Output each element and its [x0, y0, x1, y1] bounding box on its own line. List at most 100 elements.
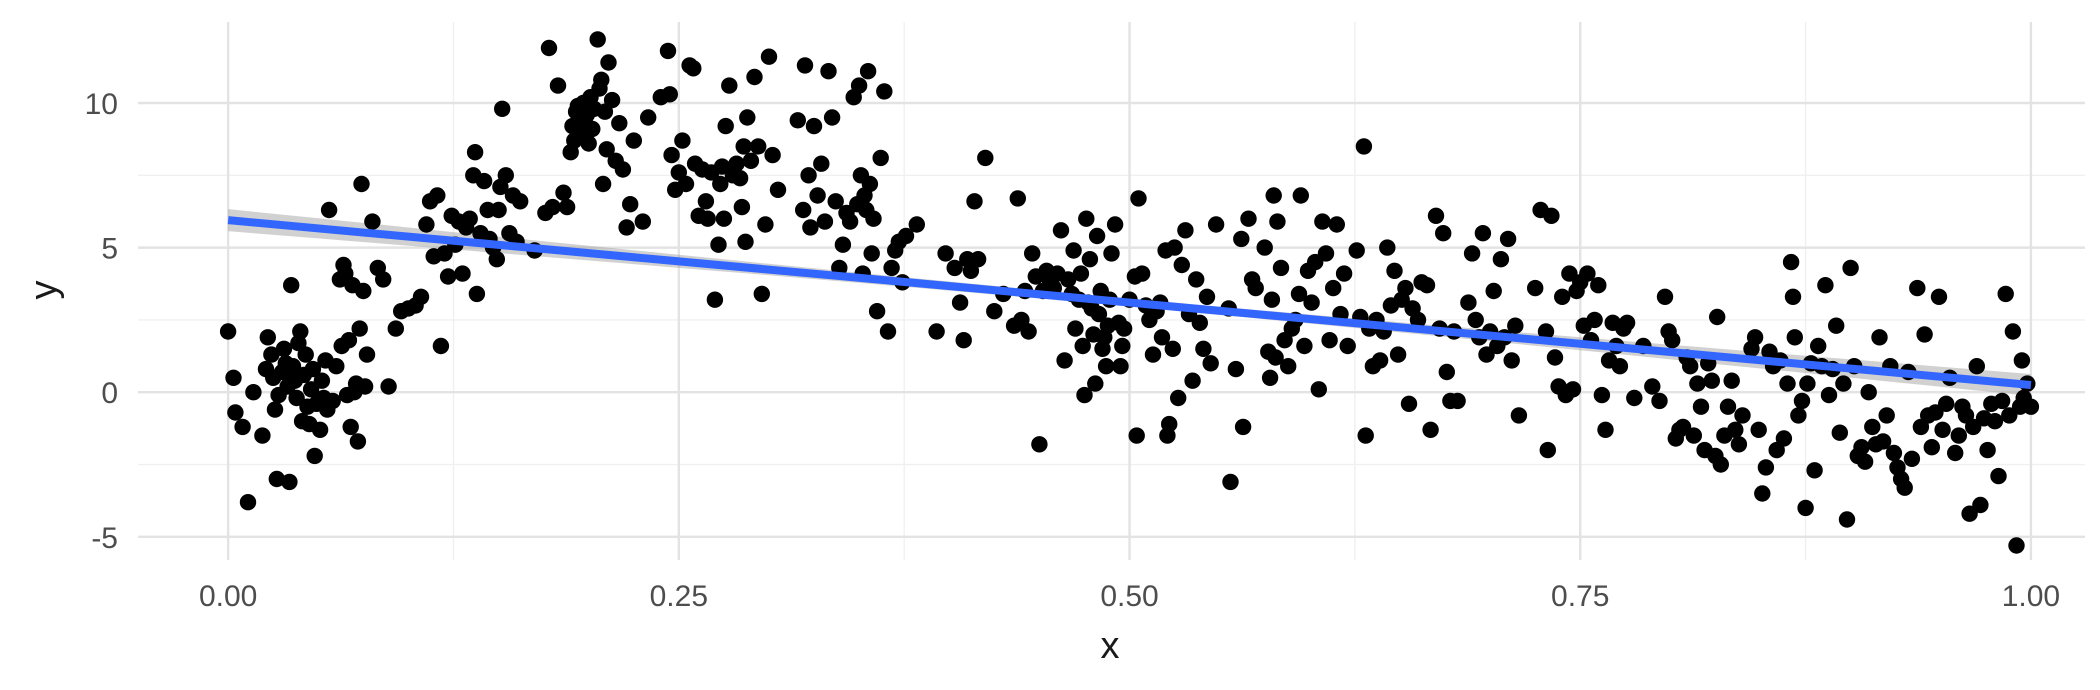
data-point	[1314, 213, 1331, 230]
data-point	[234, 418, 251, 436]
data-point	[1782, 253, 1800, 271]
data-point	[1290, 285, 1308, 303]
data-point	[1463, 245, 1481, 262]
data-point	[254, 427, 271, 444]
data-point	[324, 392, 341, 410]
data-point	[328, 358, 345, 375]
data-point	[351, 320, 368, 337]
data-point	[1310, 381, 1328, 398]
data-point	[834, 236, 852, 253]
data-point	[1685, 427, 1703, 444]
data-point	[872, 149, 889, 167]
data-point	[1986, 413, 2004, 430]
data-point	[1400, 395, 1418, 412]
data-point	[1321, 332, 1338, 349]
data-point	[1177, 222, 1194, 239]
data-point	[1790, 407, 1807, 424]
data-point	[739, 109, 756, 126]
data-point	[1539, 441, 1557, 459]
data-point	[1730, 436, 1748, 453]
data-point	[1261, 369, 1279, 386]
data-point	[1916, 326, 1933, 343]
data-point	[1097, 358, 1115, 375]
data-point	[1128, 427, 1145, 444]
data-point	[466, 144, 484, 161]
data-point	[721, 77, 738, 94]
data-point	[1409, 311, 1427, 329]
data-point	[1389, 346, 1407, 363]
data-point	[1842, 259, 1859, 277]
data-point	[1191, 314, 1209, 331]
data-point	[1115, 320, 1133, 337]
data-point	[622, 196, 639, 213]
x-tick-label: 1.00	[2002, 580, 2060, 613]
data-point	[1853, 439, 1870, 456]
data-point	[1474, 225, 1492, 242]
data-point	[1198, 288, 1216, 305]
data-point	[737, 233, 754, 250]
data-point	[239, 494, 257, 511]
data-point	[281, 473, 298, 491]
data-point	[1031, 436, 1048, 453]
data-point	[468, 285, 486, 303]
data-point	[841, 213, 859, 230]
data-point	[1507, 317, 1524, 334]
data-point	[1418, 277, 1436, 294]
data-point	[1112, 358, 1129, 375]
data-point	[1703, 372, 1721, 389]
data-point	[966, 193, 983, 210]
y-axis-ticks: -5 0 5 10	[85, 88, 118, 555]
data-point	[897, 227, 915, 245]
data-point	[685, 60, 702, 77]
data-point	[1923, 439, 1941, 456]
data-point	[429, 187, 446, 204]
data-point	[1993, 392, 2011, 410]
data-point	[1184, 372, 1201, 389]
data-point	[1371, 352, 1389, 369]
fit-line-layer	[227, 216, 2032, 389]
data-point	[1727, 421, 1744, 438]
data-point	[1325, 279, 1342, 297]
data-point	[746, 68, 763, 86]
data-point	[1856, 453, 1874, 470]
data-point	[432, 337, 450, 355]
data-point	[1269, 213, 1286, 230]
data-point	[1065, 242, 1082, 259]
data-point	[661, 86, 678, 103]
data-point	[715, 210, 733, 227]
data-point	[1078, 210, 1095, 227]
data-point	[1076, 386, 1093, 404]
data-point	[1263, 291, 1281, 308]
data-point	[1734, 407, 1751, 424]
data-point	[1056, 352, 1073, 369]
data-point	[1644, 378, 1661, 395]
data-point	[618, 219, 635, 236]
data-point	[614, 161, 632, 178]
data-point	[634, 213, 651, 230]
data-point	[796, 57, 814, 74]
data-point	[1234, 418, 1252, 436]
data-point	[358, 346, 376, 363]
data-point	[306, 447, 323, 465]
data-point	[699, 210, 716, 227]
data-point	[490, 201, 507, 219]
data-point	[820, 62, 837, 80]
data-point	[625, 132, 642, 149]
data-point	[1438, 363, 1456, 381]
data-point	[1435, 225, 1452, 242]
data-point	[1930, 288, 1948, 305]
data-point	[364, 213, 381, 230]
data-point	[764, 146, 781, 164]
data-point	[955, 332, 972, 349]
data-point	[753, 285, 770, 303]
data-point	[1020, 323, 1037, 340]
data-point	[1088, 227, 1106, 245]
data-point	[1554, 288, 1571, 305]
data-point	[349, 433, 367, 450]
data-point	[1328, 216, 1346, 233]
data-point	[488, 251, 505, 268]
data-point	[1397, 279, 1414, 297]
data-point	[1546, 349, 1564, 366]
data-point	[742, 152, 760, 169]
